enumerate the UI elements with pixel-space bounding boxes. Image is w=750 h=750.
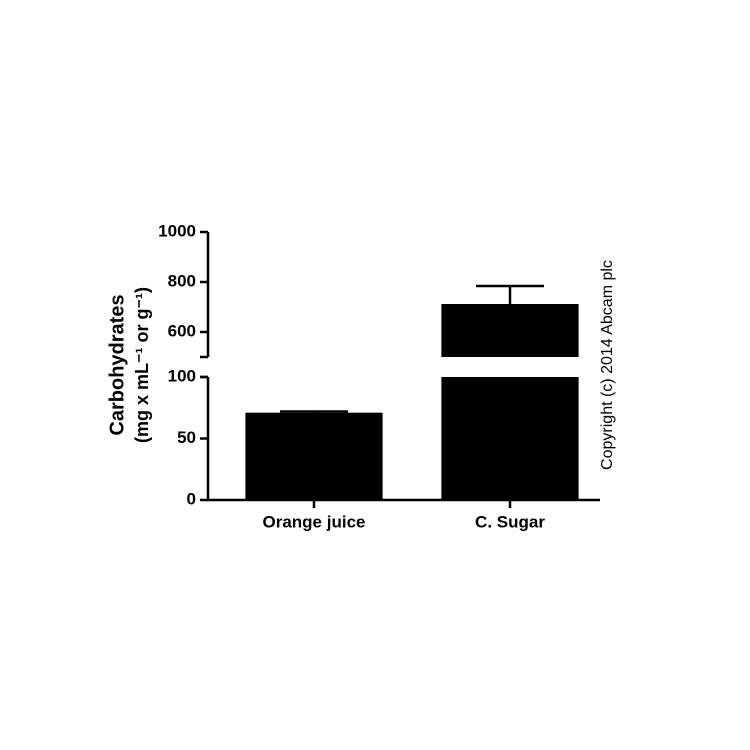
bar (245, 412, 383, 500)
y-tick-label: 0 (187, 489, 196, 508)
x-tick-label: Orange juice (263, 512, 366, 531)
bar (441, 377, 579, 500)
bar (441, 304, 579, 357)
y-tick-label: 800 (168, 271, 196, 290)
y-axis-label: (mg x mL⁻¹ or g⁻¹) (132, 287, 152, 443)
x-tick-label: C. Sugar (475, 512, 545, 531)
y-tick-label: 50 (177, 428, 196, 447)
y-tick-label: 600 (168, 321, 196, 340)
y-axis-label: Carbohydrates (106, 294, 128, 435)
y-tick-label: 1000 (158, 221, 196, 240)
copyright: Copyright (c) 2014 Abcam plc (599, 260, 616, 470)
y-tick-label: 100 (168, 366, 196, 385)
